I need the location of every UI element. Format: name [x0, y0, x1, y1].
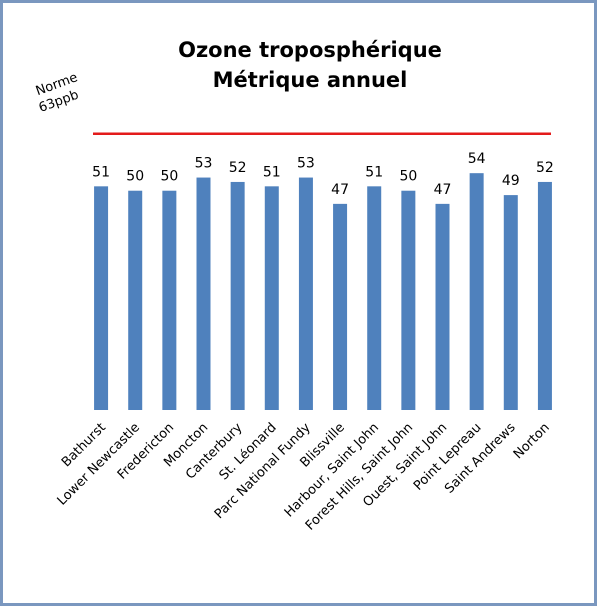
data-label: 49	[502, 173, 520, 189]
data-label: 50	[399, 169, 417, 185]
bar	[503, 195, 518, 410]
chart-subtitle: Métrique annuel	[213, 68, 408, 92]
data-label: 47	[434, 182, 452, 198]
data-label: 50	[160, 169, 178, 185]
bar	[196, 177, 211, 410]
bar	[401, 190, 416, 410]
data-label: 51	[263, 164, 281, 180]
data-label: 47	[331, 182, 349, 198]
bar	[333, 203, 348, 410]
data-label: 53	[195, 156, 213, 172]
chart-title: Ozone troposphérique	[178, 38, 442, 62]
data-label: 50	[126, 169, 144, 185]
data-label: 52	[536, 160, 554, 176]
bar	[435, 203, 450, 410]
bar	[94, 186, 109, 410]
data-label: 52	[229, 160, 247, 176]
bar	[162, 190, 177, 410]
bar	[537, 181, 552, 410]
data-label: 54	[468, 151, 486, 167]
bar	[230, 181, 245, 410]
data-label: 53	[297, 156, 315, 172]
data-label: 51	[365, 164, 383, 180]
bar	[367, 186, 382, 410]
data-label: 51	[92, 164, 110, 180]
bar	[264, 186, 279, 410]
bar	[469, 173, 484, 410]
bar	[298, 177, 313, 410]
bar	[128, 190, 143, 410]
